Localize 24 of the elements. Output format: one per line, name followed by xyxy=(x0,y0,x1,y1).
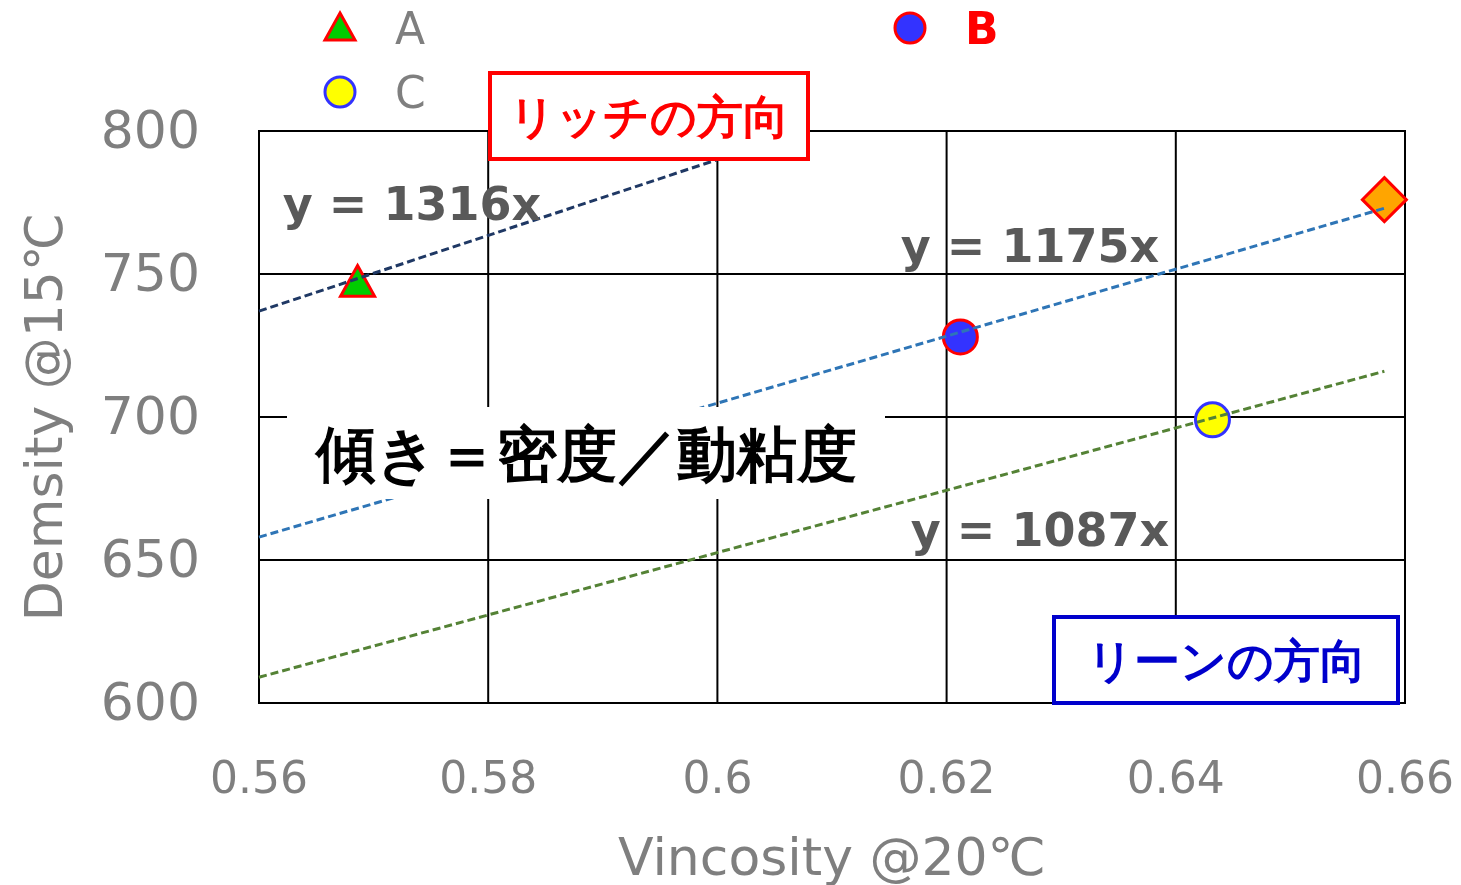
point xyxy=(1193,401,1231,439)
annotation: リーンの方向 xyxy=(1086,633,1366,688)
x-tick-label: 0.6 xyxy=(682,752,753,803)
annotation: 傾き＝密度／動粘度 xyxy=(313,418,857,489)
legend-label: B xyxy=(965,3,999,54)
x-tick-label: 0.58 xyxy=(439,752,538,803)
point xyxy=(1360,176,1408,224)
annotation: y = 1175x xyxy=(900,219,1160,273)
point xyxy=(339,264,377,298)
point xyxy=(941,318,979,356)
annotation: y = 1087x xyxy=(910,503,1170,557)
x-tick-label: 0.64 xyxy=(1126,752,1225,803)
legend-label: A xyxy=(395,3,426,54)
y-tick-label: 650 xyxy=(100,529,200,589)
y-tick-label: 700 xyxy=(100,386,200,446)
x-tick-label: 0.66 xyxy=(1356,752,1454,803)
y-tick-label: 600 xyxy=(100,672,200,732)
annotation: リッチの方向 xyxy=(509,89,789,144)
x-tick-label: 0.62 xyxy=(897,752,996,803)
y-axis-title: Demsity @15℃ xyxy=(14,212,74,622)
x-tick-label: 0.56 xyxy=(210,752,308,803)
y-tick-label: 750 xyxy=(100,243,200,303)
y-tick-label: 800 xyxy=(100,100,200,160)
legend-label: C xyxy=(395,67,426,118)
